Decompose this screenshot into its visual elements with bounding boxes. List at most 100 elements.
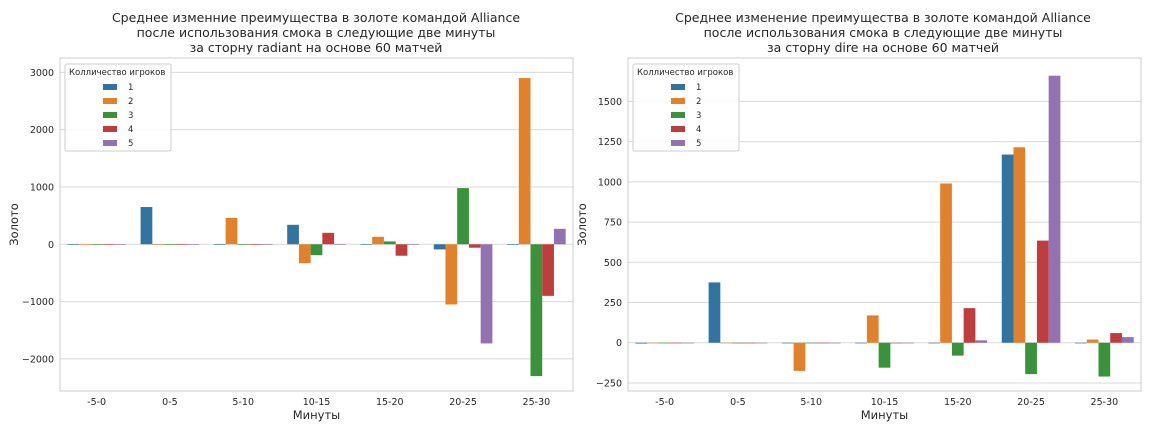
- legend-swatch-3: [671, 112, 685, 118]
- bar-4--5-0: [670, 342, 683, 344]
- legend-label: 4: [128, 125, 133, 135]
- legend: Колличество игроков 1 2 3 4 5: [632, 63, 740, 152]
- x-tick-label: 0-5: [730, 397, 746, 408]
- bar-2-25-30: [518, 78, 531, 245]
- legend: Колличество игроков 1 2 3 4 5: [64, 63, 172, 152]
- bar-5-0-5: [755, 342, 768, 344]
- bar-5-15-20: [975, 340, 988, 343]
- bar-4-10-15: [890, 342, 903, 344]
- legend-swatch-5: [671, 140, 685, 146]
- chart-dire: −250 0 250 500 750 1000 1250 1500 -5-0 0-5 5-10 10-…: [575, 10, 1142, 422]
- bar-3-5-10: [805, 342, 818, 344]
- bar-5-10-15: [334, 244, 346, 245]
- bar-3-0-5: [164, 244, 176, 245]
- y-tick-label: −1000: [22, 297, 54, 308]
- legend-label: 2: [128, 97, 133, 107]
- chart-title-line: после использования смока в следующие дв…: [704, 25, 1063, 40]
- bar-4-15-20: [963, 308, 976, 343]
- legend-title: Колличество игроков: [69, 68, 165, 78]
- y-tick-label: 1000: [598, 177, 622, 188]
- bar-2-5-10: [793, 342, 806, 371]
- x-tick-label: 15-20: [944, 397, 972, 408]
- bar-5-5-10: [828, 342, 841, 344]
- bar-2-25-30: [1086, 339, 1099, 343]
- bar-2-20-25: [445, 244, 458, 305]
- bar-3--5-0: [90, 244, 103, 245]
- legend-swatch-2: [671, 98, 685, 104]
- bar-2-15-20: [372, 236, 384, 245]
- bar-1-5-10: [781, 342, 794, 344]
- x-tick-label: 10-15: [871, 397, 899, 408]
- legend-label: 2: [696, 97, 701, 107]
- chart-title-line: Среднее изменение преимущества в золоте …: [675, 10, 1091, 25]
- bar-5-0-5: [187, 244, 200, 245]
- bar-1-15-20: [360, 244, 373, 245]
- bar-1-10-15: [855, 342, 867, 344]
- bar-3-15-20: [383, 241, 396, 245]
- bar-1--5-0: [67, 244, 80, 245]
- bar-5-15-20: [407, 244, 420, 245]
- bar-5--5-0: [114, 244, 126, 245]
- x-tick-label: 20-25: [1017, 397, 1045, 408]
- bar-2--5-0: [79, 244, 91, 245]
- chart-title-line: Среднее изменние преимущества в золоте к…: [112, 10, 520, 25]
- bar-5-10-15: [902, 342, 914, 344]
- bar-2-20-25: [1013, 147, 1026, 343]
- bar-3-20-25: [1025, 342, 1037, 375]
- bar-3-10-15: [310, 244, 323, 256]
- y-tick-label: −2000: [22, 354, 54, 365]
- legend-label: 3: [128, 111, 133, 121]
- bar-3-5-10: [237, 244, 250, 245]
- legend-label: 1: [696, 83, 701, 93]
- y-tick-label: 0: [48, 240, 54, 251]
- x-tick-label: -5-0: [655, 397, 674, 408]
- bar-2-15-20: [940, 183, 952, 343]
- bar-4-25-30: [1110, 333, 1122, 343]
- plot-frame: [59, 57, 574, 392]
- legend-swatch-3: [103, 112, 117, 118]
- legend-box: [64, 63, 172, 152]
- bar-2-0-5: [152, 244, 165, 245]
- bar-2-10-15: [866, 315, 879, 343]
- bar-4-20-25: [1036, 240, 1049, 343]
- bar-4-5-10: [249, 244, 261, 245]
- bar-4-5-10: [817, 342, 829, 344]
- y-tick-label: 1250: [598, 137, 622, 148]
- bar-2-5-10: [225, 217, 238, 245]
- chart-title-line: за сторну dire на основе 60 матчей: [767, 40, 999, 55]
- bar-1--5-0: [635, 342, 648, 344]
- legend-label: 5: [696, 139, 701, 149]
- y-axis-label: Золото: [7, 203, 21, 246]
- chart-title-line: после использования смока в следующие дв…: [137, 25, 496, 40]
- bar-1-25-30: [507, 244, 519, 245]
- bar-5-25-30: [1121, 337, 1134, 343]
- x-tick-label: 25-30: [1091, 397, 1119, 408]
- legend-label: 5: [128, 139, 133, 149]
- x-tick-label: 25-30: [523, 397, 551, 408]
- y-tick-label: 250: [604, 298, 622, 309]
- x-tick-label: 10-15: [303, 397, 331, 408]
- plot-frame: [627, 57, 1142, 392]
- y-tick-label: 750: [604, 218, 622, 229]
- bar-3-10-15: [878, 342, 891, 368]
- bar-4-0-5: [175, 244, 188, 245]
- legend-swatch-1: [671, 84, 685, 90]
- bar-3-25-30: [530, 244, 543, 377]
- bar-4-10-15: [322, 232, 335, 245]
- bar-1-15-20: [928, 342, 941, 344]
- chart-radiant: −2000 −1000 0 1000 2000 3000 -5-0 0-5 5-10 10-15 1…: [7, 10, 574, 422]
- legend-swatch-2: [103, 98, 117, 104]
- bar-1-5-10: [213, 244, 226, 245]
- x-tick-label: 0-5: [162, 397, 178, 408]
- legend-swatch-1: [103, 84, 117, 90]
- x-tick-label: 20-25: [449, 397, 477, 408]
- bar-1-0-5: [140, 207, 153, 245]
- bar-5-20-25: [480, 244, 493, 344]
- bar-1-0-5: [708, 282, 721, 343]
- chart-title-line: за сторну radiant на основе 60 матчей: [190, 40, 443, 55]
- bar-2--5-0: [647, 342, 659, 344]
- bar-3-20-25: [457, 188, 469, 245]
- bar-1-20-25: [433, 244, 446, 250]
- bar-2-0-5: [720, 342, 733, 344]
